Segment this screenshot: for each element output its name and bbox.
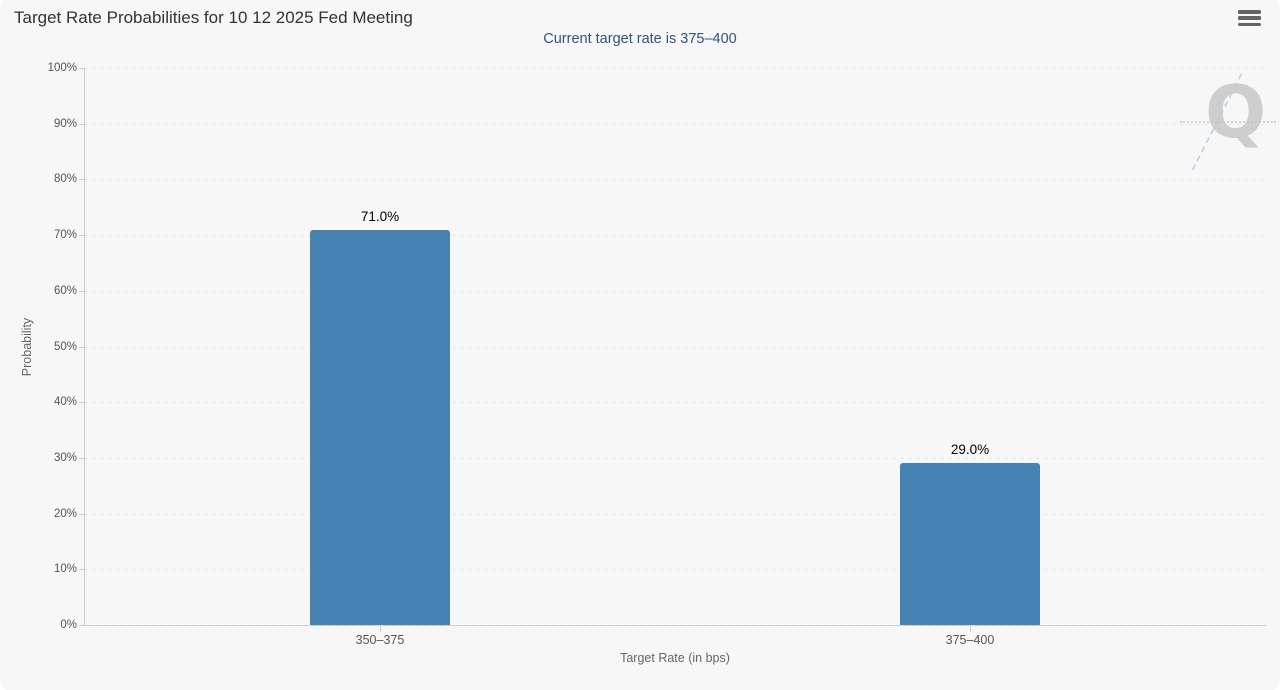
- watermark-horizontal-dashes: [1180, 121, 1276, 123]
- y-tick-30: [79, 457, 85, 459]
- y-tick-10: [79, 569, 85, 571]
- y-tick-80: [79, 179, 85, 181]
- gridline-0: [85, 625, 1265, 626]
- y-tick-0: [79, 625, 85, 626]
- y-tick-label-70: 70%: [53, 229, 77, 242]
- x-tick-375–400: [970, 626, 971, 632]
- gridline-10: [85, 569, 1265, 571]
- y-axis-labels: 0% 10% 20% 30% 40% 50% 60% 70% 80% 90% 100%: [0, 62, 77, 631]
- y-tick-label-40: 40%: [53, 396, 77, 409]
- gridline-70: [85, 235, 1265, 237]
- y-tick-label-50: 50%: [53, 340, 77, 353]
- hamburger-icon: [1238, 10, 1261, 26]
- y-tick-70: [79, 235, 85, 237]
- y-tick-label-80: 80%: [53, 173, 77, 186]
- y-tick-50: [79, 346, 85, 348]
- gridline-40: [85, 402, 1265, 404]
- y-tick-40: [79, 402, 85, 404]
- x-axis-title: Target Rate (in bps): [620, 651, 730, 665]
- watermark-q-icon: Q: [1205, 70, 1267, 154]
- y-tick-label-20: 20%: [53, 507, 77, 520]
- bar-375–400[interactable]: [900, 463, 1040, 625]
- y-tick-label-100: 100%: [47, 62, 77, 74]
- gridline-60: [85, 290, 1265, 292]
- gridline-80: [85, 179, 1265, 181]
- gridline-100: [85, 68, 1265, 69]
- bar-value-label: 71.0%: [360, 208, 400, 224]
- y-tick-60: [79, 290, 85, 292]
- bar-value-label: 29.0%: [950, 442, 990, 458]
- y-tick-label-10: 10%: [53, 563, 77, 576]
- chart-title: Target Rate Probabilities for 10 12 2025…: [14, 8, 413, 27]
- x-tick-label-350–375: 350–375: [355, 633, 405, 647]
- y-tick-label-0: 0%: [60, 619, 77, 631]
- x-tick-label-375–400: 375–400: [945, 633, 995, 647]
- x-tick-350–375: [380, 626, 381, 632]
- y-tick-100: [79, 68, 85, 69]
- y-axis-title: Probability: [20, 317, 34, 377]
- y-tick-label-60: 60%: [53, 284, 77, 297]
- y-tick-90: [79, 123, 85, 125]
- gridline-20: [85, 513, 1265, 515]
- bar-350–375[interactable]: [310, 229, 450, 625]
- chart-subtitle: Current target rate is 375–400: [543, 31, 737, 47]
- chart-context-menu-button[interactable]: [1238, 10, 1261, 26]
- y-tick-label-30: 30%: [53, 451, 77, 464]
- y-tick-20: [79, 513, 85, 515]
- gridline-50: [85, 346, 1265, 348]
- gridline-30: [85, 457, 1265, 459]
- y-tick-label-90: 90%: [53, 117, 77, 130]
- gridline-90: [85, 123, 1265, 125]
